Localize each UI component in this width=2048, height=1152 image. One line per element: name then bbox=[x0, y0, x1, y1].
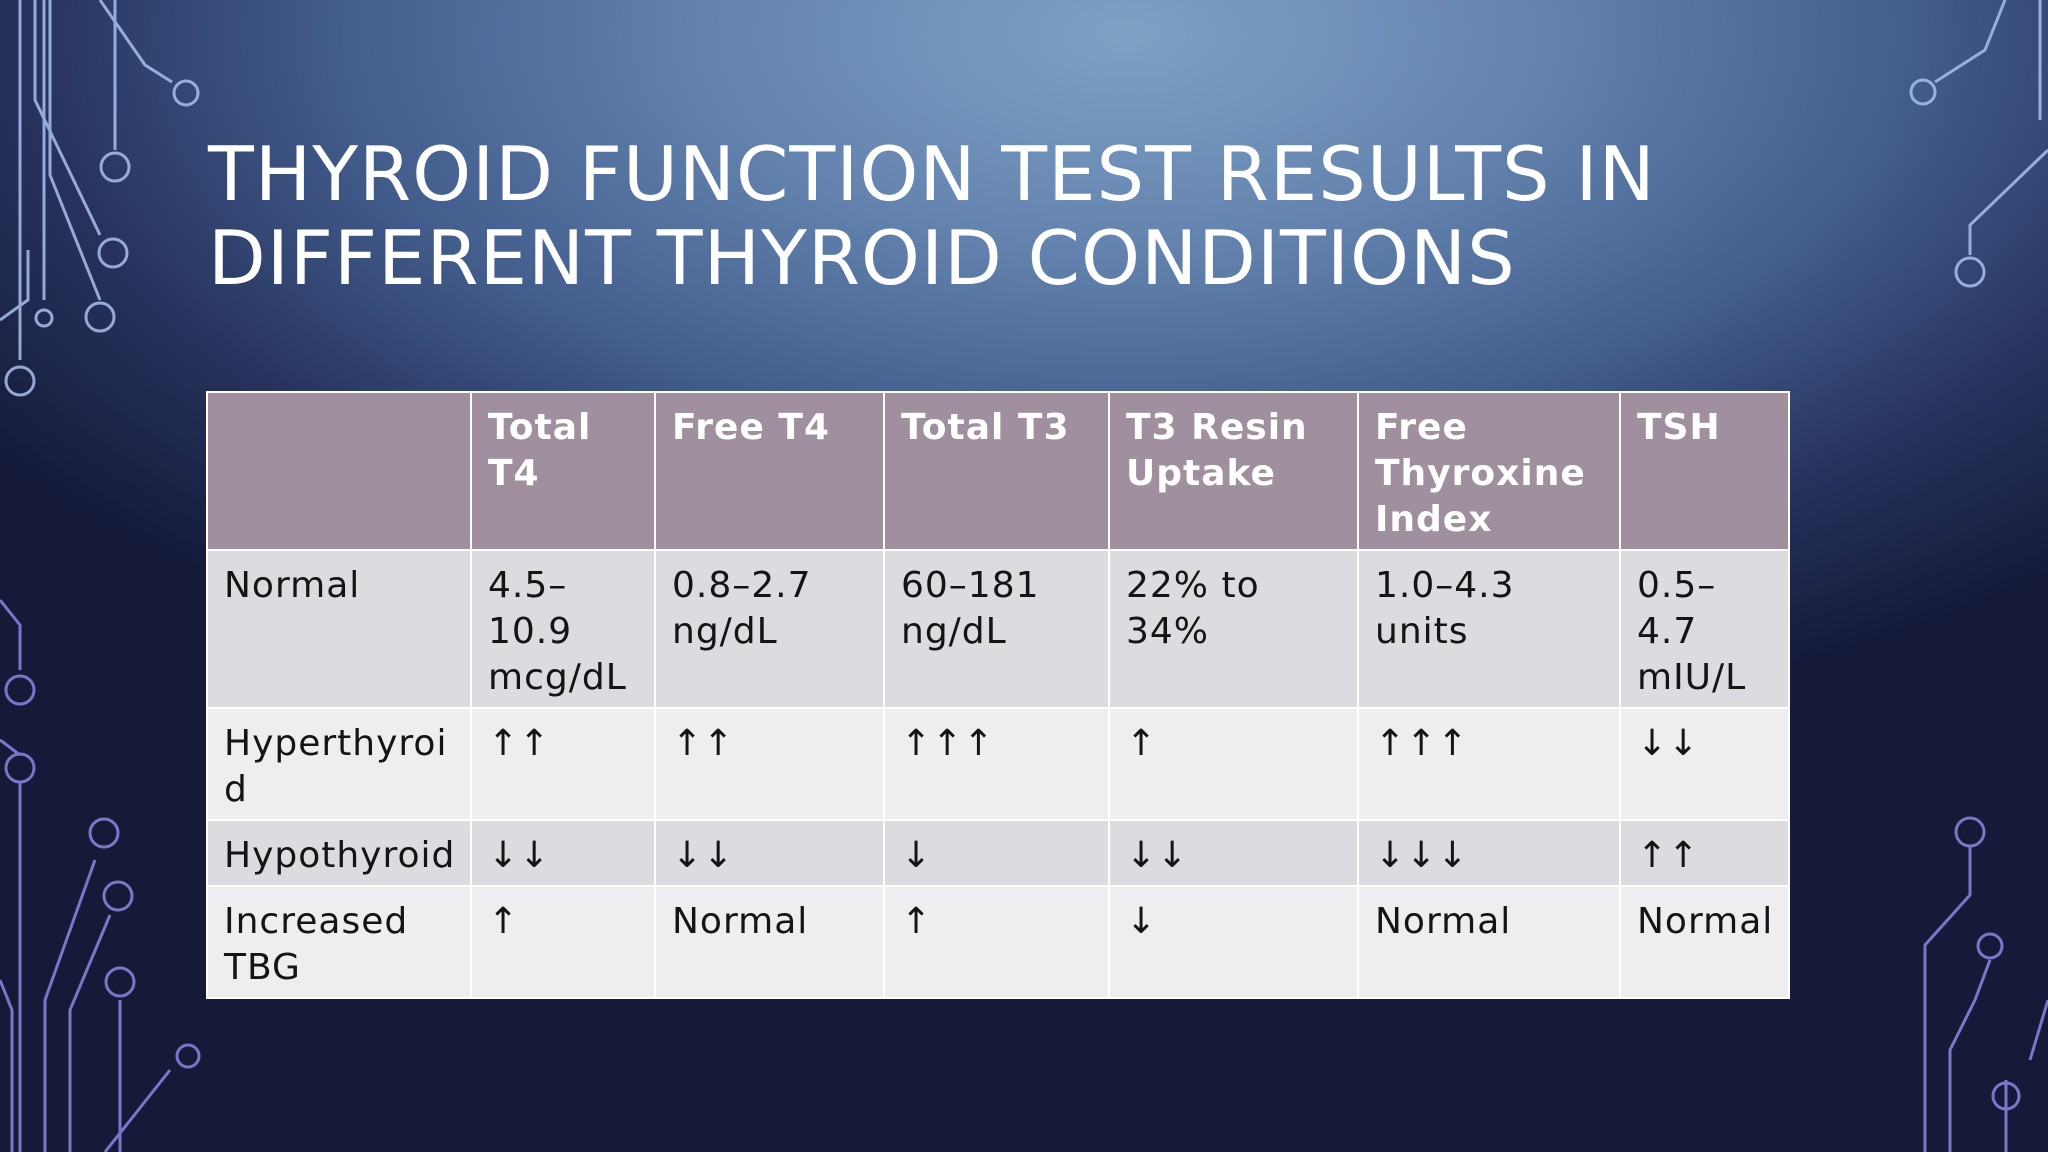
table-row: Normal 4.5–10.9 mcg/dL 0.8–2.7 ng/dL 60–… bbox=[206, 549, 1790, 709]
row-label: Increased TBG bbox=[206, 885, 472, 999]
slide-title: Thyroid Function Test Results in Differe… bbox=[208, 130, 1656, 302]
header-cell-empty bbox=[206, 391, 472, 551]
header-free-thyroxine-index: Free Thyroxine Index bbox=[1357, 391, 1621, 551]
table-cell: ↑ bbox=[470, 885, 656, 999]
row-label: Normal bbox=[206, 549, 472, 709]
table-cell: ↑ bbox=[1108, 707, 1359, 821]
table-cell: ↑↑↑ bbox=[1357, 707, 1621, 821]
row-label: Hyperthyroid bbox=[206, 707, 472, 821]
table-cell: Normal bbox=[1619, 885, 1790, 999]
header-tsh: TSH bbox=[1619, 391, 1790, 551]
header-free-t4: Free T4 bbox=[654, 391, 885, 551]
table-cell: 0.8–2.7 ng/dL bbox=[654, 549, 885, 709]
table-cell: ↓↓ bbox=[654, 819, 885, 887]
table-cell: ↑↑ bbox=[654, 707, 885, 821]
thyroid-test-table: Total T4 Free T4 Total T3 T3 Resin Uptak… bbox=[206, 391, 1790, 999]
table-cell: Normal bbox=[1357, 885, 1621, 999]
table-cell: ↑↑ bbox=[1619, 819, 1790, 887]
header-t3-resin-uptake: T3 Resin Uptake bbox=[1108, 391, 1359, 551]
table-cell: ↓↓ bbox=[470, 819, 656, 887]
table-cell: ↑↑↑ bbox=[883, 707, 1110, 821]
table-cell: ↑ bbox=[883, 885, 1110, 999]
table-row: Hyperthyroid ↑↑ ↑↑ ↑↑↑ ↑ ↑↑↑ ↓↓ bbox=[206, 707, 1790, 821]
header-total-t3: Total T3 bbox=[883, 391, 1110, 551]
table-cell: Normal bbox=[654, 885, 885, 999]
table-cell: 60–181 ng/dL bbox=[883, 549, 1110, 709]
table-cell: 0.5–4.7 mIU/L bbox=[1619, 549, 1790, 709]
table-cell: 1.0–4.3 units bbox=[1357, 549, 1621, 709]
table-cell: ↓↓↓ bbox=[1357, 819, 1621, 887]
table-cell: 4.5–10.9 mcg/dL bbox=[470, 549, 656, 709]
table-cell: ↑↑ bbox=[470, 707, 656, 821]
row-label: Hypothyroid bbox=[206, 819, 472, 887]
table-cell: ↓ bbox=[883, 819, 1110, 887]
table-header-row: Total T4 Free T4 Total T3 T3 Resin Uptak… bbox=[206, 391, 1790, 551]
table-cell: ↓↓ bbox=[1619, 707, 1790, 821]
table-cell: 22% to 34% bbox=[1108, 549, 1359, 709]
header-total-t4: Total T4 bbox=[470, 391, 656, 551]
table-row: Increased TBG ↑ Normal ↑ ↓ Normal Normal bbox=[206, 885, 1790, 999]
table-cell: ↓ bbox=[1108, 885, 1359, 999]
table-cell: ↓↓ bbox=[1108, 819, 1359, 887]
table-row: Hypothyroid ↓↓ ↓↓ ↓ ↓↓ ↓↓↓ ↑↑ bbox=[206, 819, 1790, 887]
